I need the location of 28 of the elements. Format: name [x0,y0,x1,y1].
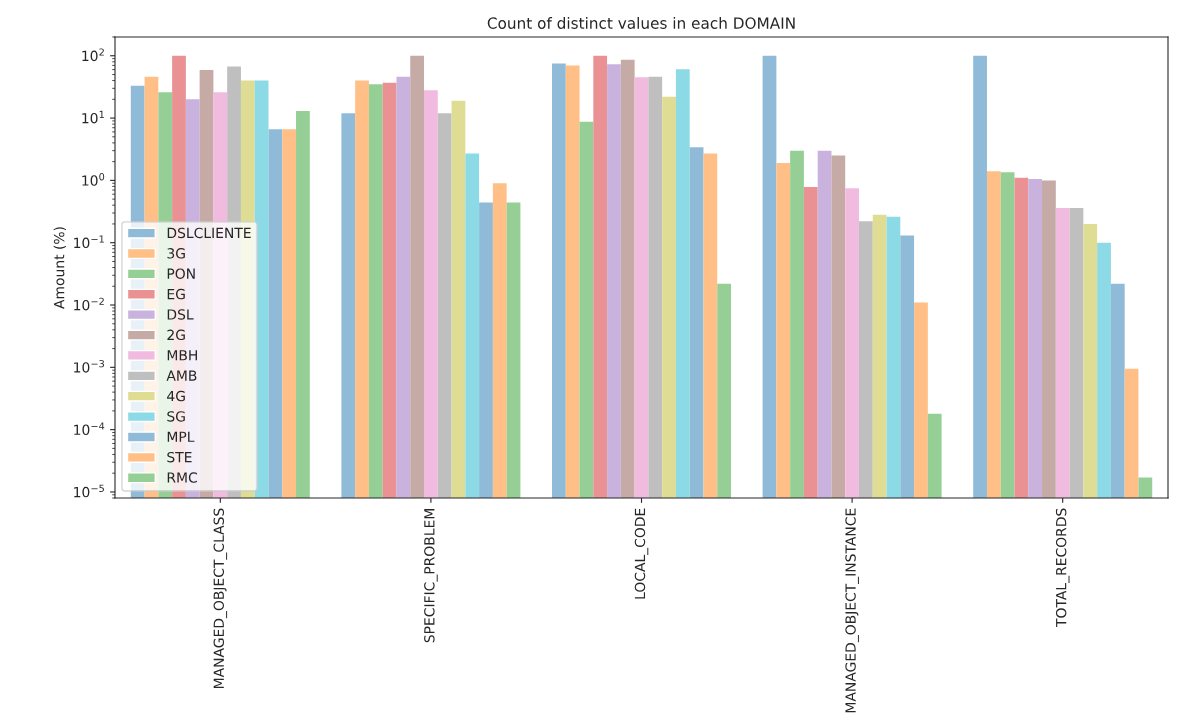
y-tick-label: 10$^{−5}$ [74,484,104,498]
legend-label: PON [167,268,195,279]
y-tick-label: 10$^{−2}$ [74,297,104,311]
legend-label: MBH [167,350,197,361]
legend-label: EG [167,288,185,300]
legend-label: 4G [167,390,185,402]
legend-label: MPL [167,431,195,442]
legend-label: STE [167,451,192,463]
legend-label: DSL [167,309,194,320]
y-tick-label: 10$^{−4}$ [74,422,105,436]
chart-title: Count of distinct values in each DOMAIN [487,17,795,29]
legend-label: 3G [167,248,185,259]
x-tick-label: SPECIFIC_PROBLEM [424,509,438,643]
x-tick-label: LOCAL_CODE [634,508,649,599]
x-tick-label: MANAGED_OBJECT_CLASS [213,508,228,689]
x-tick-label: TOTAL_RECORDS [1055,508,1070,627]
y-tick-label: 10$^{1}$ [82,110,104,124]
legend-label: DSLCLIENTE [167,227,251,239]
legend-label: 2G [167,329,185,341]
legend-label: RMC [167,472,197,483]
y-tick-label: 10$^{−1}$ [74,235,104,249]
y-tick-label: 10$^{2}$ [82,48,104,62]
y-axis-title: Amount (%) [53,227,67,309]
y-tick-label: 10$^{−3}$ [74,359,104,373]
y-tick-label: 10$^{0}$ [82,173,105,186]
legend-label: SG [167,411,185,422]
legend-label: AMB [166,370,197,381]
x-tick-label: MANAGED_OBJECT_INSTANCE [845,508,859,713]
